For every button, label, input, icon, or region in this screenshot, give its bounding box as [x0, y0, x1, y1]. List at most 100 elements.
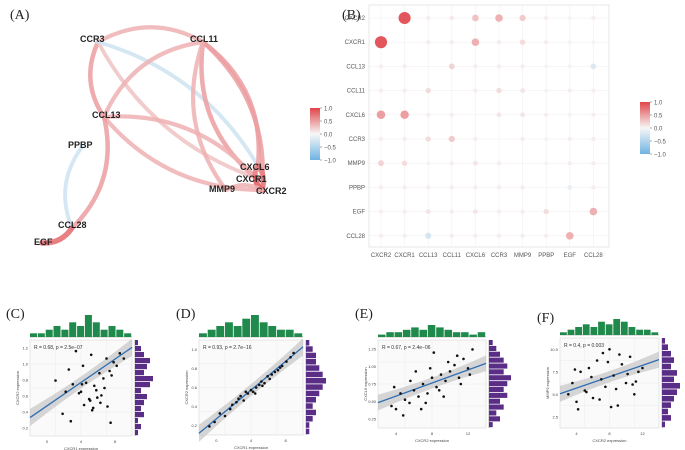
heatmap-col-label: CXCL6 — [466, 253, 486, 259]
heatmap-dot — [543, 112, 549, 118]
x-axis-label: CXCR1 expression — [64, 446, 98, 450]
scatter-point — [604, 385, 607, 389]
scatter-point — [399, 392, 402, 395]
heatmap-frame — [368, 4, 610, 248]
scatter-point — [412, 389, 416, 392]
scatter-point — [96, 396, 99, 399]
hist-right-bar — [489, 345, 497, 351]
scatter-point — [118, 352, 122, 355]
scatter-point — [81, 364, 85, 368]
heatmap-row-label: CXCL6 — [346, 113, 366, 119]
scatter-point — [82, 403, 86, 407]
scatter-point — [448, 370, 452, 373]
heatmap-col-label: CXCR2 — [371, 253, 392, 259]
scatter-point — [109, 421, 112, 425]
heatmap-dot — [449, 233, 455, 239]
heatmap-dot — [544, 88, 549, 93]
hist-right-bar — [489, 381, 508, 387]
heatmap-row-label: PPBP — [349, 185, 365, 191]
scatter-point — [88, 399, 92, 402]
scatter-point — [263, 381, 266, 385]
scatter-point — [106, 405, 109, 408]
network-node-label: CCL13 — [92, 110, 121, 120]
hist-top-bar — [233, 326, 242, 337]
x-tick-label: 4 — [80, 439, 83, 444]
heatmap-dot — [591, 88, 596, 93]
hist-right-bar — [489, 416, 500, 422]
heatmap-dot — [449, 112, 455, 118]
scatter-point — [417, 395, 420, 398]
y-tick-label: 0.4 — [191, 404, 197, 409]
heatmap-col-label: CCL11 — [443, 253, 462, 259]
heatmap-dot — [449, 209, 455, 214]
y-tick-label: 0.25 — [368, 417, 377, 422]
heatmap-dot — [473, 88, 478, 93]
y-tick-label: 0.6 — [22, 394, 28, 399]
hist-top-bar — [242, 318, 251, 337]
x-axis-label: CXCR1 expression — [234, 445, 268, 450]
panel-label-b: (B) — [342, 8, 361, 23]
heatmap-dot — [496, 87, 502, 94]
heatmap-dot — [378, 160, 384, 167]
hist-top-bar — [560, 332, 567, 335]
hist-top-bar — [53, 326, 61, 337]
scatter-point — [266, 375, 269, 378]
scatter-point — [442, 395, 446, 398]
scatter-point — [579, 370, 582, 374]
scatter-panel-d: R = 0.93, p = 2.7e−16 0 4 8 1.0 0.8 0.6 0.4 0.2 C… — [184, 315, 326, 450]
hist-right-bar — [306, 428, 310, 435]
heatmap-row-label: CXCR2 — [345, 16, 366, 22]
scatter-point — [390, 404, 393, 408]
scatter-point — [237, 397, 240, 401]
scatter-point — [98, 371, 101, 375]
heatmap-dot — [449, 185, 455, 190]
scatter-point — [110, 374, 113, 377]
scatter-point — [223, 414, 227, 418]
hist-top-bar — [37, 333, 45, 337]
hist-top-bar — [285, 329, 294, 337]
hist-right-bar — [306, 403, 313, 409]
hist-right-bar — [135, 400, 144, 406]
heatmap-dot — [378, 88, 384, 93]
scatter-point — [585, 390, 588, 394]
y-tick-label: 1.2 — [22, 346, 28, 351]
hist-right-bar — [135, 364, 147, 370]
scatter-point — [79, 390, 83, 394]
hist-right-bar — [135, 418, 138, 424]
scatter-point — [61, 412, 64, 416]
hist-right-bar — [489, 369, 504, 375]
scatter-point — [401, 414, 405, 417]
heatmap-dot — [378, 136, 384, 142]
heatmap-dot — [566, 232, 574, 240]
scatter-point — [616, 404, 620, 407]
scatter-point — [432, 351, 436, 354]
scatter-point — [99, 401, 102, 405]
scatter-point — [108, 369, 111, 373]
heatmap-row-label: CCR3 — [349, 137, 366, 143]
y-tick-label: 1.00 — [368, 364, 377, 369]
hist-top-bar — [411, 327, 419, 337]
hist-right-bar — [306, 359, 316, 365]
heatmap-dot — [376, 110, 386, 120]
correlation-annotation: R = 0.68, p = 2.5e−07 — [34, 345, 83, 351]
scatter-point — [576, 408, 580, 411]
scatter-point — [591, 396, 595, 400]
heatmap-dot — [398, 11, 411, 25]
hist-top-bar — [402, 329, 411, 337]
panel-label-d: (D) — [176, 307, 196, 322]
hist-right-bar — [135, 394, 147, 400]
hist-right-bar — [306, 378, 326, 384]
scatter-point — [608, 348, 611, 351]
scatter-point — [457, 376, 461, 380]
hist-top-bar — [116, 329, 124, 337]
x-tick-label: 8 — [114, 439, 117, 444]
y-tick-label: 0.2 — [22, 426, 28, 431]
hist-top-bar — [628, 327, 636, 335]
y-tick-label: 10.0 — [550, 347, 559, 352]
heatmap-row-label: EGF — [353, 210, 366, 216]
heatmap-dot — [520, 64, 525, 69]
scatter-point — [459, 382, 463, 386]
scatter-point — [394, 407, 398, 411]
heatmap-legend-tick-label: −0.5 — [654, 140, 667, 146]
